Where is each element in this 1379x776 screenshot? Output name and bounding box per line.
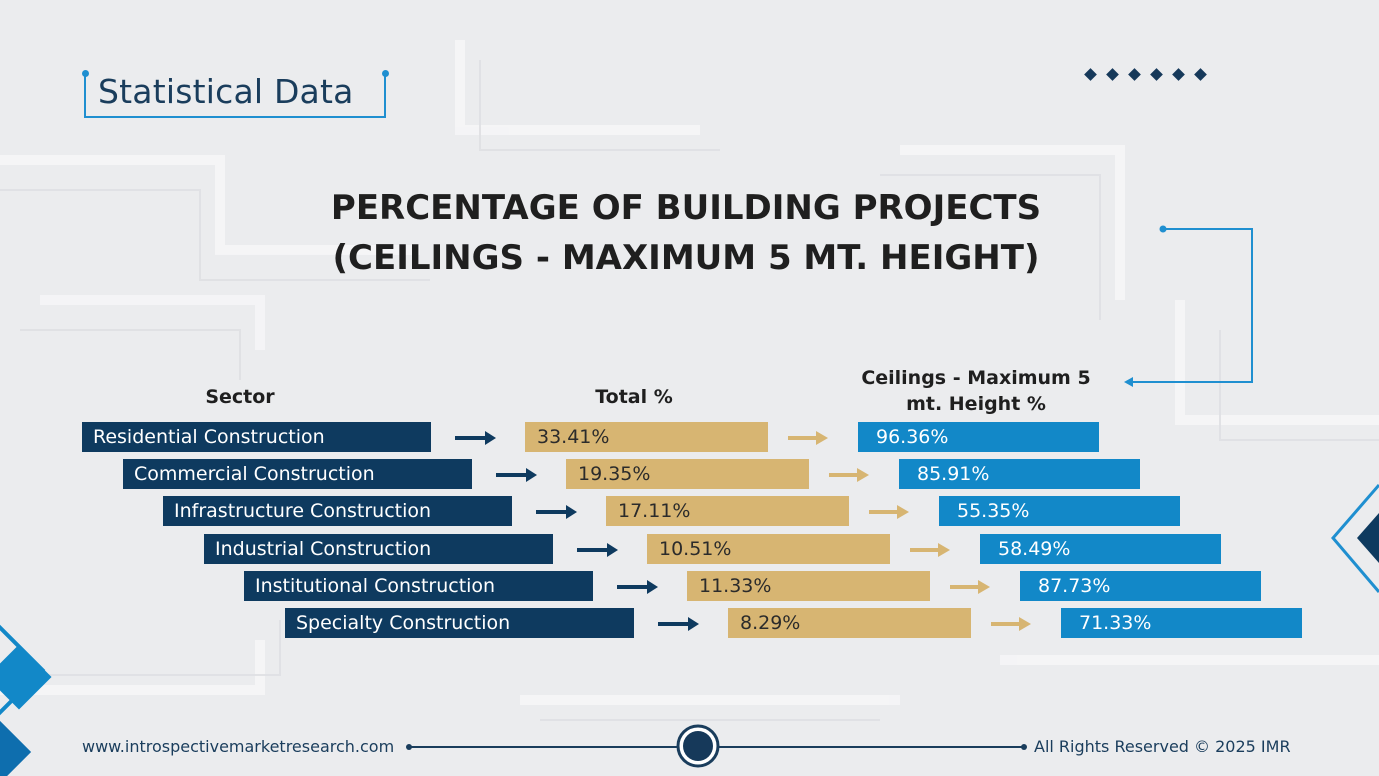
ceiling-percent-bar: 96.36% — [858, 422, 1099, 452]
arrow-right-icon — [617, 579, 659, 594]
total-percent-bar: 10.51% — [647, 534, 890, 564]
sector-bar: Infrastructure Construction — [163, 496, 512, 526]
arrow-right-icon — [910, 542, 952, 557]
chart-title-line2: (CEILINGS - MAXIMUM 5 MT. HEIGHT) — [332, 238, 1040, 278]
footer-website-link[interactable]: www.introspectivemarketresearch.com — [82, 737, 395, 756]
sector-bar: Residential Construction — [82, 422, 431, 452]
corner-squares-decoration — [0, 624, 52, 776]
chart-title-line1: PERCENTAGE OF BUILDING PROJECTS — [330, 188, 1042, 228]
sector-bar: Institutional Construction — [244, 571, 593, 601]
sector-bar: Specialty Construction — [285, 608, 634, 638]
arrow-right-icon — [536, 504, 578, 519]
ceiling-percent-bar: 87.73% — [1020, 571, 1261, 601]
arrow-right-icon — [455, 430, 497, 445]
arrow-right-icon — [869, 504, 911, 519]
column-header-sector: Sector — [205, 386, 275, 408]
ceiling-percent-bar: 55.35% — [939, 496, 1180, 526]
arrow-right-icon — [496, 467, 538, 482]
column-header-ceiling-line1: Ceilings - Maximum 5 — [861, 367, 1091, 389]
arrow-right-icon — [991, 616, 1033, 631]
total-percent-bar: 19.35% — [566, 459, 809, 489]
badge-title: Statistical Data — [98, 72, 354, 111]
total-percent-bar: 33.41% — [525, 422, 768, 452]
total-percent-bar: 17.11% — [606, 496, 849, 526]
arrow-right-icon — [950, 579, 992, 594]
ceiling-percent-bar: 85.91% — [899, 459, 1140, 489]
ceiling-percent-bar: 58.49% — [980, 534, 1221, 564]
column-header-ceiling-line2: mt. Height % — [906, 393, 1046, 415]
section-badge: Statistical Data — [81, 70, 389, 118]
badge-right-dot — [381, 70, 389, 77]
badge-left-dot — [81, 70, 89, 77]
sector-bar: Industrial Construction — [204, 534, 553, 564]
ceiling-percent-bar: 71.33% — [1061, 608, 1302, 638]
sector-bar: Commercial Construction — [123, 459, 472, 489]
footer-copyright: All Rights Reserved © 2025 IMR — [1034, 737, 1291, 756]
right-edge-decoration — [1331, 484, 1379, 593]
chart-title: PERCENTAGE OF BUILDING PROJECTS (CEILING… — [0, 183, 1372, 283]
column-header-total: Total % — [595, 386, 673, 408]
total-percent-bar: 8.29% — [728, 608, 971, 638]
total-percent-bar: 11.33% — [687, 571, 930, 601]
arrow-right-icon — [788, 430, 830, 445]
arrow-right-icon — [829, 467, 871, 482]
arrow-right-icon — [658, 616, 700, 631]
arrow-right-icon — [577, 542, 619, 557]
column-header-ceiling: Ceilings - Maximum 5 mt. Height % — [826, 365, 1126, 417]
